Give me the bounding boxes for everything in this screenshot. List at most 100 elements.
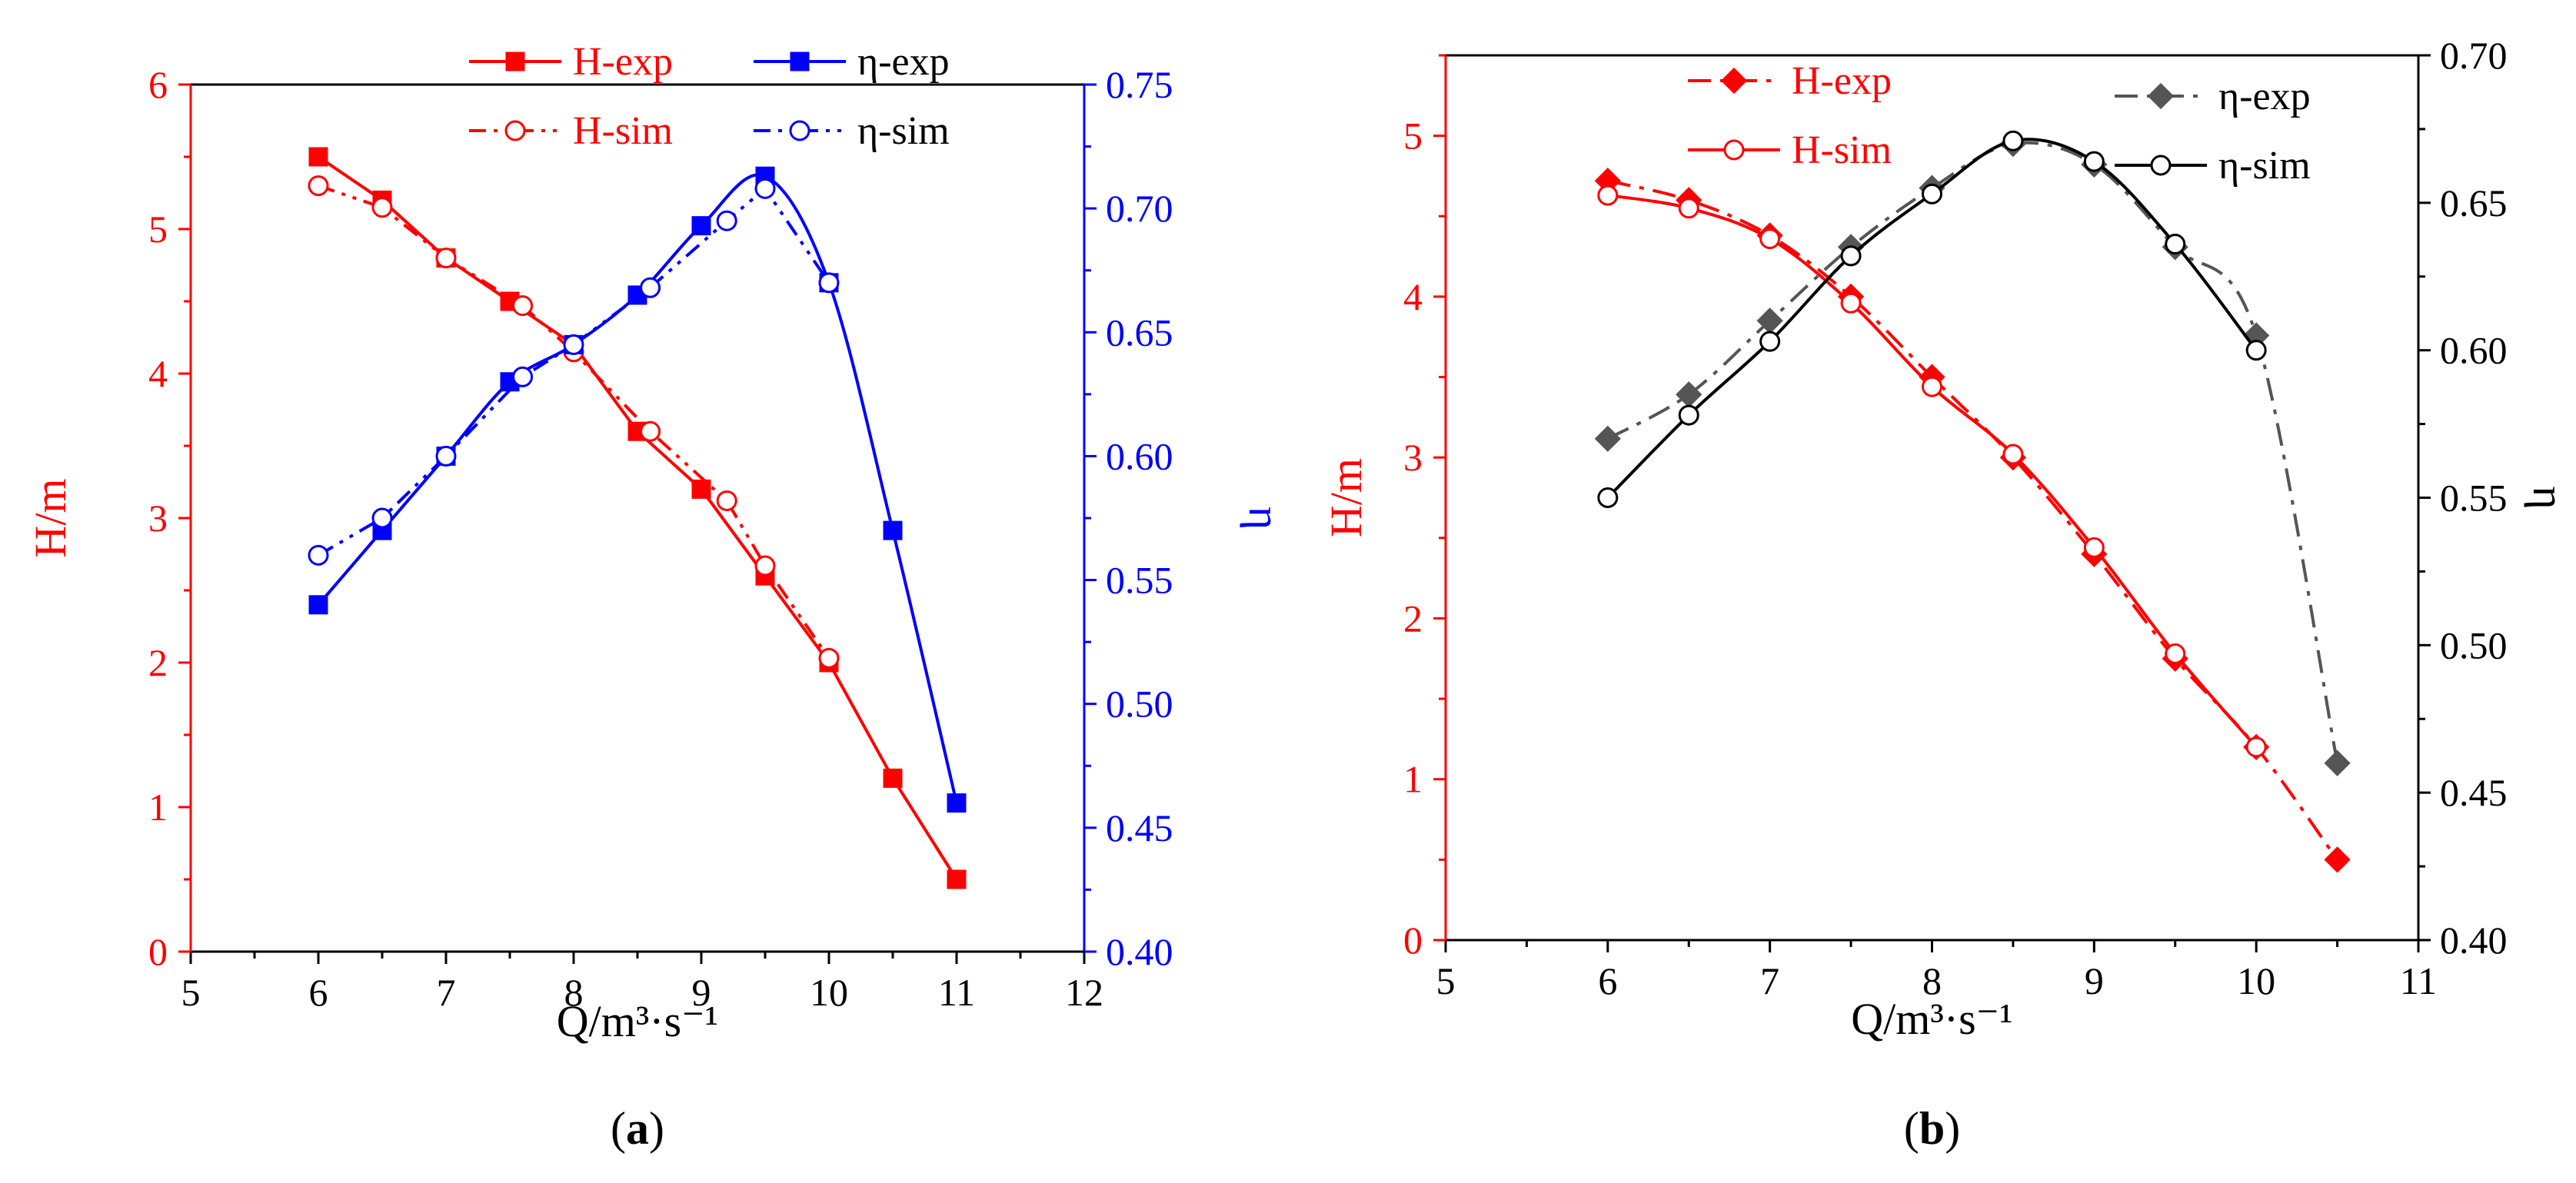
- x-axis-title: Q/m³·s⁻¹: [557, 996, 718, 1046]
- data-point: [818, 647, 840, 669]
- y-right-tick-label: 0.65: [2440, 181, 2508, 224]
- data-point: [691, 479, 711, 499]
- series-line: [1607, 194, 2258, 749]
- y-left-tick-label: 2: [1403, 596, 1423, 640]
- y-left-tick-label: 0: [148, 930, 168, 973]
- y-left-tick-label: 6: [148, 63, 168, 106]
- data-point: [308, 544, 329, 566]
- legend-entry: H-exp: [469, 40, 673, 84]
- data-point: [1597, 487, 1619, 508]
- legend-marker: [790, 52, 810, 71]
- x-tick-label: 8: [564, 971, 584, 1014]
- legend-marker: [789, 120, 810, 141]
- legend-entry: η-exp: [2115, 75, 2311, 118]
- data-point: [1759, 228, 1781, 250]
- data-point: [563, 334, 584, 355]
- caption-paren-open: (: [611, 1103, 626, 1154]
- data-point: [640, 277, 661, 298]
- data-point: [1840, 292, 1862, 314]
- legend-label: η-sim: [2218, 144, 2311, 188]
- y-left-axis-title: H/m: [25, 478, 75, 557]
- x-tick-label: 7: [1760, 959, 1779, 1002]
- data-point: [691, 216, 711, 236]
- legend-entry: η-exp: [754, 40, 950, 84]
- chart-panel-b: 5 6 7 8 9 10 11 0 1 2 3 4 5 0.40 0.45 0.50 0.55 0.60 0.65 0…: [1321, 34, 2574, 1154]
- y-right-tick-label: 0.50: [1106, 683, 1173, 726]
- x-tick-label: 6: [309, 971, 328, 1014]
- data-point: [512, 295, 534, 317]
- legend-label: H-sim: [573, 109, 673, 153]
- legend-marker: [505, 52, 525, 71]
- data-point: [883, 768, 903, 788]
- data-point: [947, 869, 967, 889]
- y-left-tick-label: 5: [148, 208, 168, 251]
- y-right-tick-label: 0.75: [1106, 63, 1173, 106]
- data-point: [2165, 234, 2186, 255]
- y-right-tick-label: 0.55: [2440, 477, 2508, 520]
- data-point: [754, 178, 776, 199]
- series-η-sim: [308, 178, 840, 566]
- x-axis-title: Q/m³·s⁻¹: [1851, 994, 2012, 1044]
- data-point: [2245, 340, 2267, 361]
- x-tick-label: 8: [1922, 959, 1942, 1002]
- data-point: [308, 147, 328, 167]
- data-point: [2324, 846, 2351, 873]
- y-right-tick-label: 0.60: [2440, 329, 2508, 372]
- data-point: [1678, 404, 1699, 426]
- legend-entry: η-sim: [2115, 144, 2311, 188]
- legend-label: H-sim: [1792, 128, 1892, 172]
- y-right-tick-label: 0.60: [1106, 434, 1173, 477]
- caption-letter: b: [1919, 1103, 1945, 1154]
- data-point: [1759, 331, 1781, 352]
- x-tick-label: 9: [2085, 959, 2104, 1002]
- y-right-tick-label: 0.55: [1106, 559, 1173, 602]
- data-point: [2083, 537, 2105, 558]
- x-tick-label: 9: [692, 971, 711, 1014]
- y-left-tick-label: 4: [148, 352, 168, 395]
- data-point: [512, 366, 534, 387]
- y-right-tick-label: 0.50: [2440, 623, 2508, 666]
- caption-paren-close: ): [649, 1103, 664, 1154]
- y-left-tick-label: 5: [1403, 115, 1423, 158]
- panel-caption: (a): [611, 1103, 664, 1154]
- x-tick-label: 6: [1598, 959, 1617, 1002]
- y-left-tick-label: 0: [1403, 919, 1423, 962]
- legend-marker: [2150, 155, 2172, 176]
- legend-entry: H-exp: [1688, 59, 1892, 103]
- data-point: [308, 595, 328, 615]
- x-tick-label: 5: [1436, 959, 1456, 1002]
- legend-label: η-exp: [857, 40, 950, 84]
- y-left-tick-label: 3: [1403, 436, 1423, 479]
- panel-caption: (b): [1904, 1103, 1960, 1154]
- data-point: [716, 210, 737, 231]
- data-point: [2245, 736, 2267, 758]
- data-point: [435, 445, 457, 467]
- y-right-tick-label: 0.65: [1106, 311, 1173, 354]
- data-point: [754, 555, 776, 577]
- y-right-tick-label: 0.40: [2440, 919, 2508, 962]
- legend-label: η-exp: [2218, 75, 2311, 118]
- series-H-sim: [1597, 184, 2267, 758]
- x-tick-label: 5: [181, 971, 201, 1014]
- y-right-axis-title: η: [2524, 486, 2574, 509]
- y-right-tick-label: 0.45: [2440, 771, 2508, 814]
- y-left-axis-title: H/m: [1321, 458, 1371, 537]
- data-point: [883, 520, 903, 540]
- data-point: [371, 197, 393, 218]
- data-point: [435, 248, 457, 269]
- data-point: [2083, 151, 2105, 172]
- legend-marker: [1723, 139, 1745, 161]
- data-point: [716, 490, 737, 511]
- x-tick-label: 11: [2400, 959, 2437, 1002]
- y-left-tick-label: 4: [1403, 275, 1423, 318]
- y-right-tick-label: 0.40: [1106, 930, 1173, 973]
- y-left-tick-label: 1: [148, 786, 168, 829]
- data-point: [640, 420, 661, 442]
- caption-letter: a: [626, 1103, 649, 1154]
- legend-marker: [1720, 67, 1748, 95]
- legend-entry: η-sim: [754, 109, 950, 153]
- x-tick-label: 10: [810, 971, 848, 1014]
- data-point: [2002, 130, 2024, 151]
